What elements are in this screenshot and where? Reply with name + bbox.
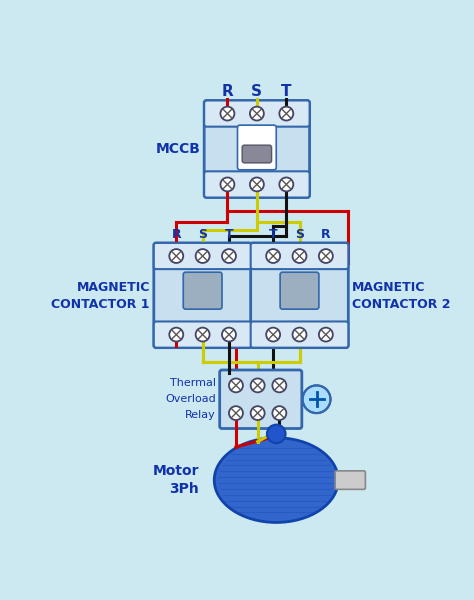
Text: Thermal: Thermal: [170, 378, 216, 388]
Text: CONTACTOR 2: CONTACTOR 2: [352, 298, 451, 311]
FancyBboxPatch shape: [204, 100, 310, 127]
FancyBboxPatch shape: [242, 145, 272, 163]
Text: MCCB: MCCB: [155, 142, 201, 156]
Text: R: R: [172, 229, 181, 241]
Circle shape: [169, 328, 183, 341]
Circle shape: [279, 107, 293, 121]
FancyBboxPatch shape: [154, 243, 251, 269]
Circle shape: [220, 178, 235, 191]
Circle shape: [250, 178, 264, 191]
Circle shape: [196, 249, 210, 263]
Circle shape: [222, 328, 236, 341]
Text: S: S: [251, 84, 263, 99]
FancyBboxPatch shape: [335, 471, 365, 490]
Circle shape: [279, 178, 293, 191]
Text: MAGNETIC: MAGNETIC: [76, 281, 150, 294]
Text: CONTACTOR 1: CONTACTOR 1: [51, 298, 150, 311]
FancyBboxPatch shape: [251, 243, 348, 347]
Circle shape: [266, 328, 280, 341]
Circle shape: [266, 249, 280, 263]
Circle shape: [273, 406, 286, 420]
Circle shape: [222, 249, 236, 263]
FancyBboxPatch shape: [204, 172, 310, 197]
FancyBboxPatch shape: [204, 100, 310, 197]
FancyBboxPatch shape: [251, 322, 348, 347]
Text: T: T: [269, 229, 277, 241]
Circle shape: [267, 425, 285, 443]
FancyBboxPatch shape: [280, 272, 319, 309]
Text: T: T: [225, 229, 233, 241]
Circle shape: [220, 107, 235, 121]
Text: Overload: Overload: [165, 394, 216, 404]
Text: Relay: Relay: [185, 410, 216, 421]
Circle shape: [302, 385, 330, 413]
Circle shape: [251, 379, 264, 392]
Text: R: R: [221, 84, 233, 99]
Circle shape: [273, 379, 286, 392]
Text: Motor: Motor: [152, 464, 199, 478]
Circle shape: [319, 328, 333, 341]
Circle shape: [251, 406, 264, 420]
Circle shape: [292, 328, 307, 341]
FancyBboxPatch shape: [183, 272, 222, 309]
Text: S: S: [295, 229, 304, 241]
Circle shape: [229, 379, 243, 392]
FancyBboxPatch shape: [154, 322, 251, 347]
FancyBboxPatch shape: [219, 370, 302, 428]
Circle shape: [229, 406, 243, 420]
FancyBboxPatch shape: [154, 243, 251, 347]
Text: S: S: [198, 229, 207, 241]
Circle shape: [250, 107, 264, 121]
Ellipse shape: [214, 438, 338, 523]
Circle shape: [292, 249, 307, 263]
Circle shape: [196, 328, 210, 341]
Text: R: R: [321, 229, 331, 241]
Text: MAGNETIC: MAGNETIC: [352, 281, 426, 294]
FancyBboxPatch shape: [237, 125, 276, 170]
Circle shape: [169, 249, 183, 263]
Text: 3Ph: 3Ph: [169, 482, 199, 496]
Text: T: T: [281, 84, 292, 99]
FancyBboxPatch shape: [251, 243, 348, 269]
Circle shape: [319, 249, 333, 263]
